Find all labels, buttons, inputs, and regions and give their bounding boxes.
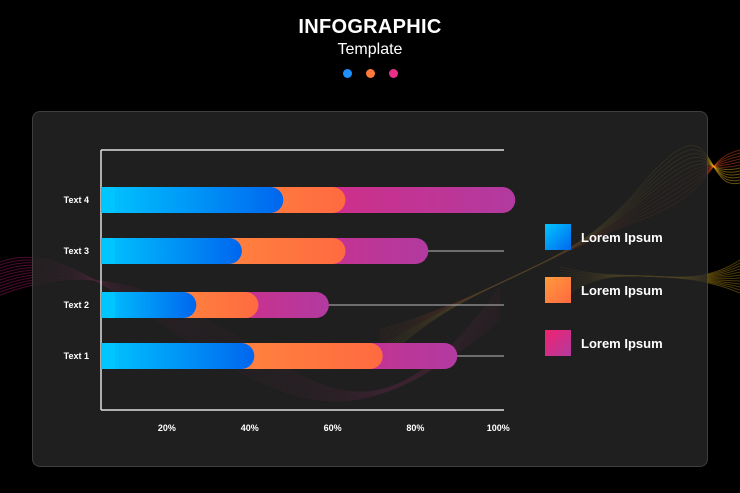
x-tick-label: 80% [406, 423, 424, 433]
legend-label: Lorem Ipsum [581, 335, 663, 351]
bar-left-cap [101, 238, 115, 264]
bar-chart: Text 4 Text 3 Text 2 Text 1 20% 40% 60% 80% 100% [64, 149, 516, 433]
dot-blue [342, 69, 352, 78]
bar-segment-blue [101, 187, 284, 213]
x-tick-label: 60% [324, 423, 342, 433]
dot-pink [388, 69, 398, 78]
bar-segment-blue [101, 238, 242, 264]
header: INFOGRAPHIC Template [0, 14, 740, 78]
legend-swatch-blue [545, 224, 571, 250]
page-subtitle: Template [337, 41, 403, 58]
x-tick-label: 100% [487, 423, 510, 433]
chart-panel: Text 4 Text 3 Text 2 Text 1 20% 40% 60% 80% 100%… [32, 111, 708, 467]
bar-left-cap [101, 187, 115, 213]
decorative-dots [0, 69, 740, 78]
category-label: Text 1 [64, 351, 89, 361]
legend-swatch-pink [545, 330, 571, 356]
legend-item: Lorem Ipsum [545, 224, 663, 250]
category-label: Text 4 [64, 195, 89, 205]
bar-segment-blue [101, 292, 197, 318]
dot-orange [365, 69, 375, 78]
category-label: Text 3 [64, 246, 89, 256]
page-title: INFOGRAPHIC [298, 16, 442, 38]
x-tick-label: 40% [241, 423, 259, 433]
legend-label: Lorem Ipsum [581, 282, 663, 298]
category-label: Text 2 [64, 300, 89, 310]
legend-item: Lorem Ipsum [545, 277, 663, 303]
legend-swatch-orange [545, 277, 571, 303]
legend-label: Lorem Ipsum [581, 229, 663, 245]
legend-item: Lorem Ipsum [545, 330, 663, 356]
bar-left-cap [101, 292, 115, 318]
bar-segment-blue [101, 343, 255, 369]
chart-legend: Lorem Ipsum Lorem Ipsum Lorem Ipsum [545, 224, 663, 383]
x-tick-label: 20% [158, 423, 176, 433]
bar-left-cap [101, 343, 115, 369]
